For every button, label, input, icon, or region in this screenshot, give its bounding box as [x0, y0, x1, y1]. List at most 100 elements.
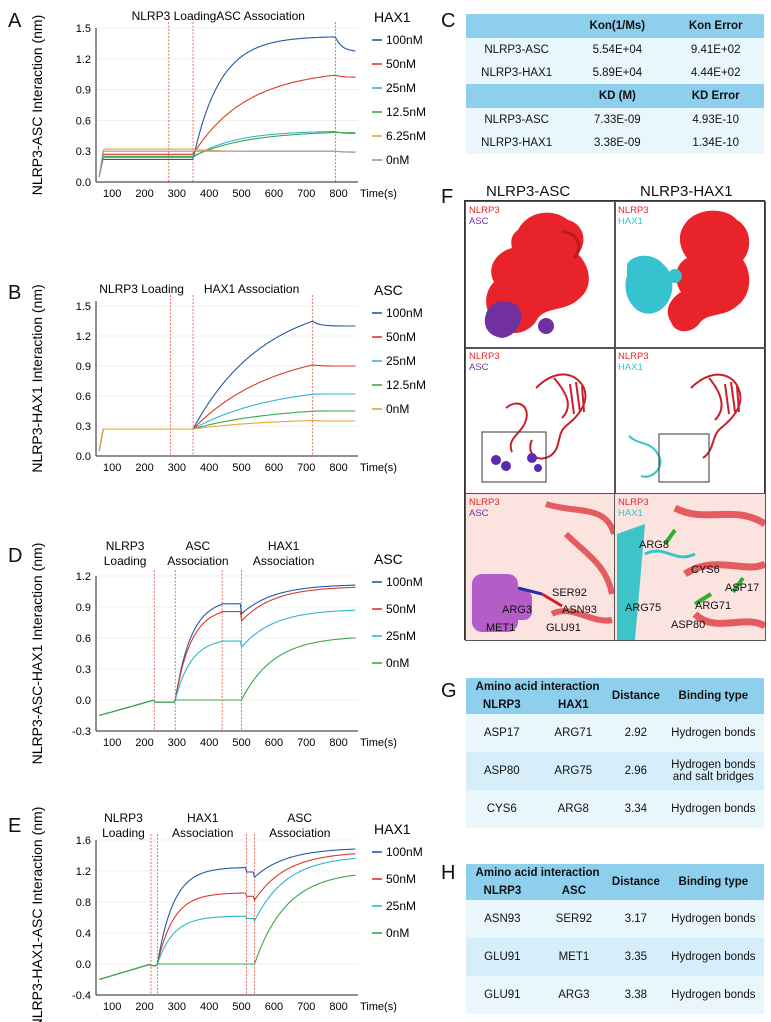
table-cell: Hydrogen bonds [671, 989, 756, 1001]
y-tick-label: 0.9 [76, 85, 91, 97]
x-tick-label: 200 [135, 188, 153, 200]
x-tick-label: 200 [135, 1001, 153, 1013]
x-tick-label: 500 [232, 1001, 250, 1013]
series-line [99, 874, 356, 981]
y-tick-label: -0.3 [72, 726, 91, 738]
residue-asp80: ASP80 [671, 619, 706, 631]
y-tick-label: 0.3 [76, 664, 91, 676]
y-tick-label: 0.3 [76, 421, 91, 433]
series-line [99, 637, 356, 717]
x-tick-label: 600 [265, 462, 283, 474]
table-g-group-header: Amino acid interaction [475, 681, 600, 693]
kinetics-row: NLRP3-HAX1 5.89E+04 4.44E+02 [466, 61, 764, 84]
residue-ser92: SER92 [552, 587, 587, 599]
x-tick-label: 400 [200, 1001, 218, 1013]
phase-label-line: Loading [102, 826, 145, 840]
legend-entry: 0nM [386, 926, 409, 940]
closeup-label-nlrp3-right: NLRP3 [618, 497, 649, 508]
kinetics-cell: 9.41E+02 [690, 43, 741, 56]
surface-view-nlrp3-hax1: NLRP3 HAX1 [614, 201, 766, 349]
phase-label: HAX1 Association [204, 282, 299, 296]
surface-label-nlrp3-right: NLRP3 [618, 205, 649, 216]
y-tick-label: 1.2 [76, 54, 91, 66]
x-tick-label: 300 [168, 462, 186, 474]
kinetics-table: Kon(1/Ms) Kon Error NLRP3-ASC 5.54E+04 9… [466, 14, 764, 154]
panel-letter-d: D [8, 545, 23, 567]
phase-label: NLRP3 Loading [104, 539, 147, 568]
phase-label-line: Loading [104, 554, 147, 568]
series-line [99, 584, 356, 717]
phase-label: ASC Association [269, 811, 330, 840]
phase-label-line: NLRP3 [104, 811, 143, 825]
table-cell: Hydrogen bonds [671, 913, 756, 925]
chart-e: -0.4 0.0 0.4 0.8 1.2 1.6 100 200 300 400 500 600 700… [29, 807, 423, 1022]
kinetics-cell: 3.38E-09 [594, 136, 641, 149]
legend-entry: 100nM [386, 845, 423, 859]
x-tick-label: 400 [200, 188, 218, 200]
residue-cys6: CYS6 [691, 564, 720, 576]
kinetics-header-2: KD (M) KD Error [466, 84, 764, 108]
x-tick-label: 200 [135, 737, 153, 749]
x-tick-label: 100 [103, 462, 121, 474]
table-h-header-row-1: Amino acid interaction Distance Binding … [466, 864, 764, 888]
table-h-header-asc: ASC [561, 885, 587, 897]
phase-label: NLRP3 Loading [102, 811, 145, 840]
kinetics-row: NLRP3-HAX1 3.38E-09 1.34E-10 [466, 131, 764, 154]
x-tick-label: 100 [103, 188, 121, 200]
table-h-header-nlrp3: NLRP3 [483, 885, 522, 897]
legend-entry: 25nM [386, 629, 416, 643]
y-tick-label: 0.8 [76, 897, 91, 909]
kinetics-cell: 7.33E-09 [594, 113, 641, 126]
legend-entry: 0nM [386, 402, 409, 416]
cartoon-view-nlrp3-hax1: NLRP3 HAX1 [614, 347, 766, 495]
legend-title: HAX1 [374, 9, 411, 25]
legend-title: ASC [374, 282, 403, 298]
table-cell: MET1 [558, 951, 590, 963]
panel-letter-f: F [441, 186, 454, 208]
x-tick-label: 500 [232, 462, 250, 474]
y-tick-label: 0.0 [76, 959, 91, 971]
closeup-label-nlrp3-left: NLRP3 [469, 497, 500, 508]
cartoon-view-nlrp3-asc: NLRP3 ASC [465, 347, 616, 495]
table-cell: 2.96 [624, 765, 648, 777]
x-tick-label: 800 [329, 737, 347, 749]
legend-entry: 100nM [386, 575, 423, 589]
panel-letter-a: A [8, 10, 22, 32]
structure-title-left: NLRP3-ASC [486, 183, 571, 200]
closeup-label-hax1: HAX1 [618, 508, 643, 519]
table-cell: 3.34 [624, 803, 648, 815]
cartoon-label-hax1: HAX1 [618, 362, 643, 373]
table-row: CYS6 ARG8 3.34 Hydrogen bonds [466, 790, 764, 828]
surface-view-nlrp3-asc: NLRP3 ASC [465, 201, 616, 349]
y-tick-label: 0.3 [76, 146, 91, 158]
residue-arg75: ARG75 [625, 602, 662, 614]
kinetics-header-blank-2 [466, 84, 567, 108]
x-tick-label: 500 [232, 188, 250, 200]
y-tick-label: 0.0 [76, 451, 91, 463]
x-tick-label: 300 [168, 188, 186, 200]
y-tick-label: 0.9 [76, 361, 91, 373]
residue-arg3: ARG3 [502, 604, 532, 616]
legend-entry: 0nM [386, 656, 409, 670]
chart-a: 0.0 0.3 0.6 0.9 1.2 1.5 100 200 300 400 500 600 700 8… [29, 9, 426, 200]
x-tick-label: 700 [297, 188, 315, 200]
x-tick-label: 100 [103, 1001, 121, 1013]
molecular-structure-figure: NLRP3 ASC NLRP3 HAX1 NLRP3 ASC [464, 200, 766, 641]
series-line [98, 36, 356, 178]
x-tick-label: 600 [265, 188, 283, 200]
kinetics-cell: NLRP3-ASC [484, 113, 549, 126]
table-row: ASN93 SER92 3.17 Hydrogen bonds [466, 900, 764, 938]
closeup-view-nlrp3-hax1: NLRP3 HAX1 ARG8 CYS6 ASP17 ARG75 ARG71 A… [614, 493, 766, 641]
nlrp3-asc-closeup-image [472, 501, 615, 632]
kinetics-header-kd-error: KD Error [691, 90, 740, 102]
table-row: GLU91 MET1 3.35 Hydrogen bonds [466, 938, 764, 976]
x-tick-label: 800 [329, 188, 347, 200]
table-cell: Hydrogen bonds and salt bridges [671, 759, 756, 783]
x-axis-label: Time(s) [360, 462, 397, 474]
nlrp3-hax1-closeup-image [617, 504, 765, 640]
series-line [98, 320, 356, 452]
table-g-header-binding-type: Binding type [678, 690, 749, 702]
y-tick-label: 0.4 [76, 928, 91, 940]
phase-label-line: HAX1 [268, 539, 300, 553]
kinetics-row: NLRP3-ASC 5.54E+04 9.41E+02 [466, 38, 764, 61]
